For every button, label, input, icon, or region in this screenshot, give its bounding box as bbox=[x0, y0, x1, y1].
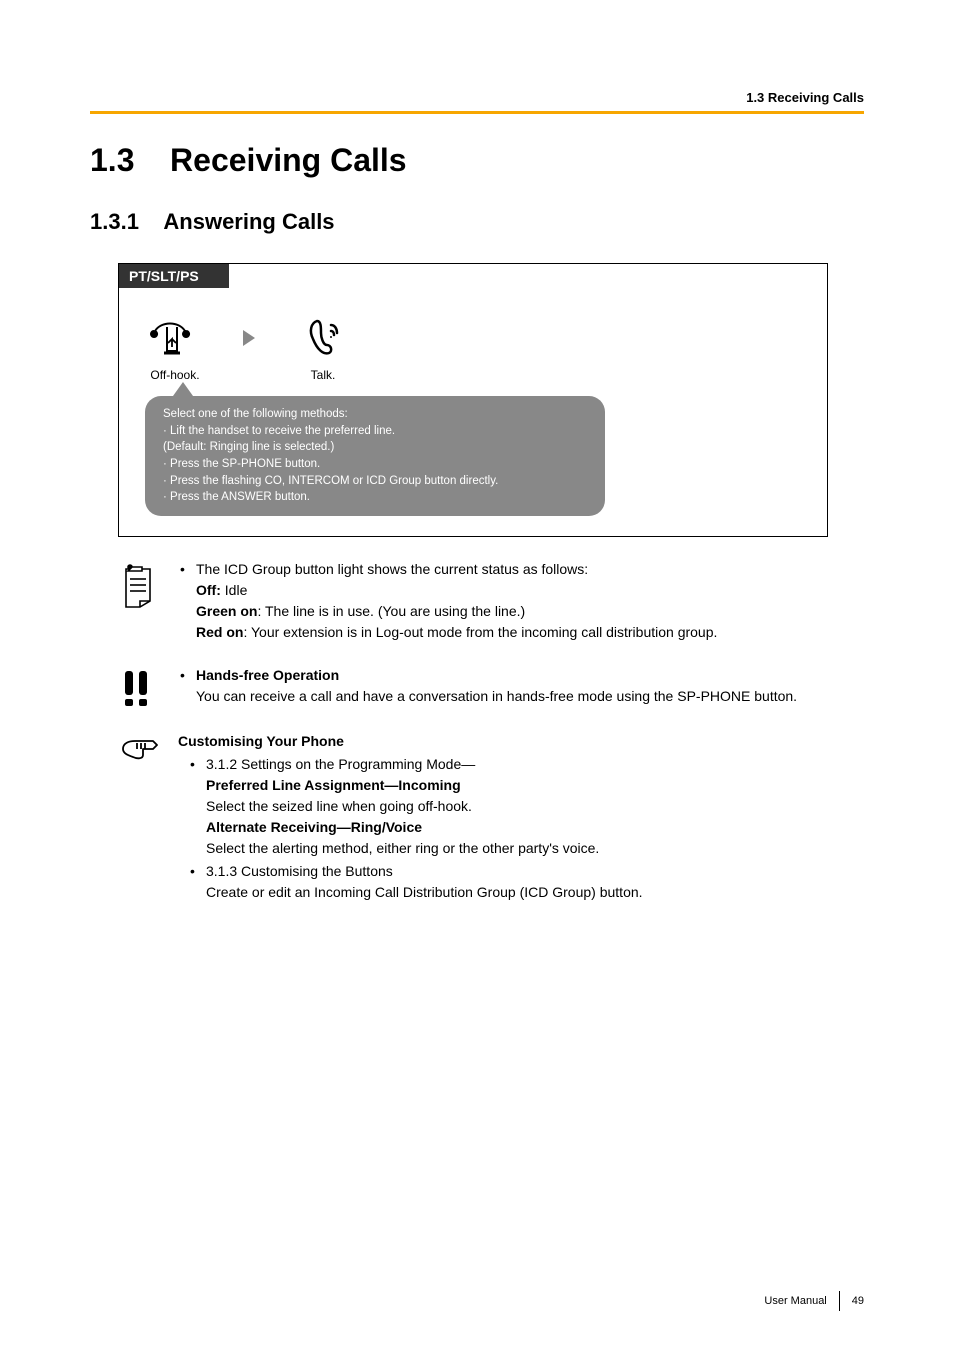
talk-icon bbox=[293, 314, 353, 362]
item1-t1: Select the seized line when going off-ho… bbox=[206, 798, 472, 814]
item1-b1: Preferred Line Assignment—Incoming bbox=[206, 777, 461, 793]
clipboard-note-body: The ICD Group button light shows the cur… bbox=[178, 559, 717, 643]
off-text: Idle bbox=[221, 582, 247, 598]
callout-line: · Press the SP-PHONE button. bbox=[163, 456, 587, 473]
callout-line: · Press the ANSWER button. bbox=[163, 489, 587, 506]
handsfree-title: Hands-free Operation bbox=[196, 667, 339, 683]
procedure-device-label: PT/SLT/PS bbox=[119, 264, 229, 288]
procedure-frame: PT/SLT/PS bbox=[118, 263, 828, 537]
callout-line: · Lift the handset to receive the prefer… bbox=[163, 423, 587, 440]
green-text: : The line is in use. (You are using the… bbox=[257, 603, 525, 619]
green-label: Green on bbox=[196, 603, 257, 619]
footer-page-number: 49 bbox=[852, 1295, 864, 1307]
exclaim-note-body: Hands-free Operation You can receive a c… bbox=[178, 665, 797, 709]
note-intro: The ICD Group button light shows the cur… bbox=[196, 561, 588, 577]
title-number: 1.3 bbox=[90, 142, 134, 178]
callout-pointer bbox=[173, 382, 193, 396]
clipboard-icon bbox=[118, 559, 162, 643]
hand-icon bbox=[118, 731, 162, 903]
footer-divider bbox=[839, 1291, 840, 1311]
callout-box: Select one of the following methods: · L… bbox=[145, 396, 605, 516]
callout-line: · Press the flashing CO, INTERCOM or ICD… bbox=[163, 473, 587, 490]
customising-title: Customising Your Phone bbox=[178, 731, 643, 752]
section-number: 1.3.1 bbox=[90, 209, 139, 234]
item2-t: Create or edit an Incoming Call Distribu… bbox=[206, 884, 643, 900]
page: 1.3 Receiving Calls 1.3 Receiving Calls … bbox=[0, 0, 954, 1351]
customising-item: 3.1.2 Settings on the Programming Mode— … bbox=[178, 754, 643, 859]
item2-ref: 3.1.3 Customising the Buttons bbox=[206, 863, 393, 879]
offhook-icon bbox=[145, 314, 205, 362]
handsfree-body: You can receive a call and have a conver… bbox=[196, 688, 797, 704]
off-label: Off: bbox=[196, 582, 221, 598]
item1-b2: Alternate Receiving—Ring/Voice bbox=[206, 819, 422, 835]
item1-ref: 3.1.2 Settings on the Programming Mode— bbox=[206, 756, 475, 772]
hand-note-body: Customising Your Phone 3.1.2 Settings on… bbox=[178, 731, 643, 903]
page-title: 1.3 Receiving Calls bbox=[90, 142, 864, 179]
footer: User Manual 49 bbox=[764, 1291, 864, 1311]
arrow-icon bbox=[239, 330, 259, 346]
red-label: Red on bbox=[196, 624, 243, 640]
header-section-ref: 1.3 Receiving Calls bbox=[90, 90, 864, 105]
customising-item: 3.1.3 Customising the Buttons Create or … bbox=[178, 861, 643, 903]
callout-line: Select one of the following methods: bbox=[163, 406, 587, 423]
footer-label: User Manual bbox=[764, 1295, 826, 1307]
step1-label: Off-hook. bbox=[145, 368, 205, 382]
header-rule bbox=[90, 111, 864, 114]
section-title: 1.3.1 Answering Calls bbox=[90, 209, 864, 235]
step2-label: Talk. bbox=[293, 368, 353, 382]
title-text: Receiving Calls bbox=[170, 142, 407, 178]
exclaim-icon bbox=[118, 665, 162, 709]
item1-t2: Select the alerting method, either ring … bbox=[206, 840, 599, 856]
callout-line: (Default: Ringing line is selected.) bbox=[163, 439, 587, 456]
section-text: Answering Calls bbox=[163, 209, 334, 234]
red-text: : Your extension is in Log-out mode from… bbox=[243, 624, 717, 640]
